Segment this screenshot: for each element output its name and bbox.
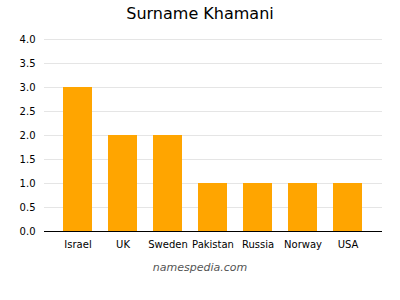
svg-text:0.5: 0.5 xyxy=(20,202,36,213)
svg-text:Sweden: Sweden xyxy=(148,239,188,250)
html-text:namespedia.com: namespedia.com xyxy=(152,261,248,274)
svg-text:4.0: 4.0 xyxy=(20,34,36,45)
svg-text:3.5: 3.5 xyxy=(20,58,36,69)
svg-text:Pakistan: Pakistan xyxy=(192,239,234,250)
svg-text:UK: UK xyxy=(116,239,130,250)
svg-text:Russia: Russia xyxy=(242,239,274,250)
svg-text:3.0: 3.0 xyxy=(20,82,36,93)
svg-text:Norway: Norway xyxy=(284,239,322,250)
svg-text:1.5: 1.5 xyxy=(20,154,36,165)
svg-text:1.0: 1.0 xyxy=(20,178,36,189)
html-text:Surname Khamani: Surname Khamani xyxy=(126,4,274,23)
svg-text:0.0: 0.0 xyxy=(20,226,36,237)
svg-text:USA: USA xyxy=(338,239,359,250)
svg-text:2.0: 2.0 xyxy=(20,130,36,141)
svg-text:2.5: 2.5 xyxy=(20,106,36,117)
svg-text:Israel: Israel xyxy=(64,239,91,250)
